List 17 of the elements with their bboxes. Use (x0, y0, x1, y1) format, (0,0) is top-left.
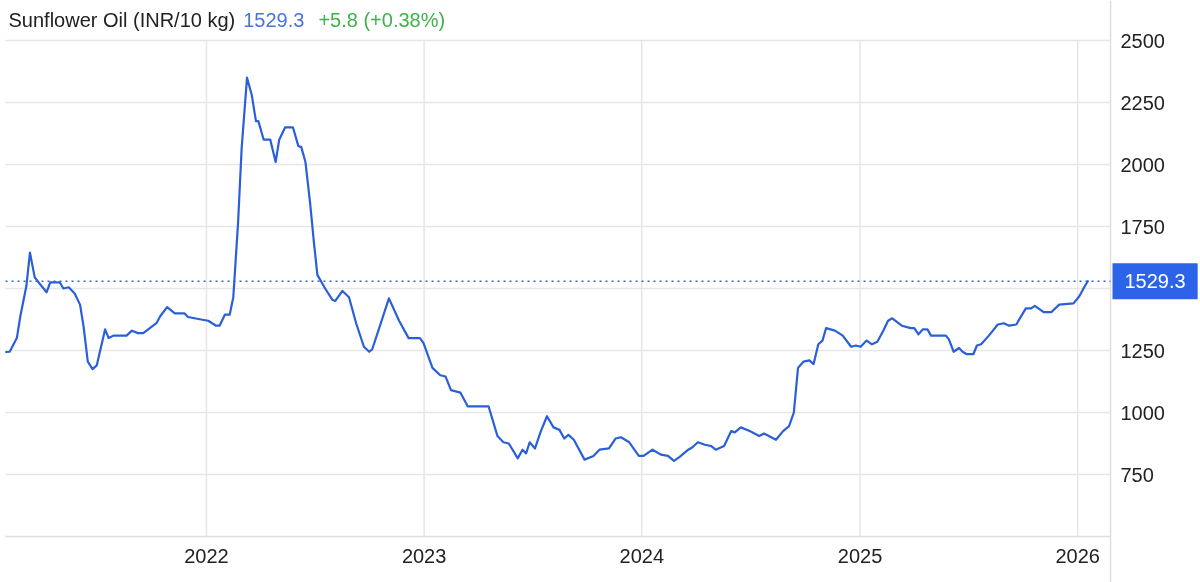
y-tick-label: 2500 (1120, 29, 1165, 52)
x-tick-label: 2026 (1055, 544, 1100, 567)
ref-line-label: 1529.3 (1124, 270, 1186, 293)
text: +5.8 (+0.38%) (318, 8, 446, 31)
x-tick-label: 2025 (837, 544, 883, 567)
y-tick-label: 1250 (1120, 339, 1165, 362)
x-tick-label: 2022 (184, 544, 229, 567)
line-series (5, 76, 1089, 462)
chart-title: Sunflower Oil (INR/10 kg) (8, 8, 236, 31)
text: 1529.3 (243, 8, 305, 31)
y-tick-label: 1750 (1120, 215, 1165, 238)
y-tick-label: 2000 (1120, 153, 1165, 176)
x-tick-label: 2023 (401, 544, 447, 567)
y-tick-label: 2250 (1120, 91, 1165, 114)
y-tick-label: 1000 (1120, 401, 1165, 424)
y-tick-label: 750 (1120, 463, 1154, 486)
x-tick-label: 2024 (619, 544, 665, 567)
